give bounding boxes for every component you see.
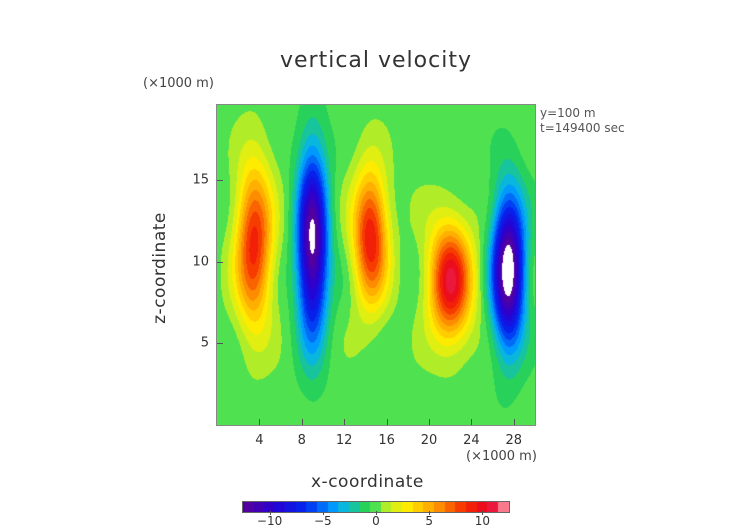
x-tick-label: 16 xyxy=(378,433,395,448)
colorbar xyxy=(243,502,509,512)
x-tick-mark xyxy=(429,419,430,425)
x-tick-mark xyxy=(513,419,515,425)
colorbar-tick-mark xyxy=(429,511,431,515)
x-tick-label: 20 xyxy=(420,433,438,448)
x-tick-mark xyxy=(471,419,473,425)
colorbar-tick-label: 0 xyxy=(372,514,380,528)
chart-title: vertical velocity xyxy=(279,48,472,73)
x-tick-mark xyxy=(301,419,303,425)
annotation-y: y=100 m xyxy=(540,106,596,120)
x-tick-mark xyxy=(259,419,261,425)
colorbar-tick-mark xyxy=(322,511,324,515)
colorbar-tick-label: −5 xyxy=(313,514,332,528)
colorbar-tick-mark xyxy=(482,511,484,515)
annotation-time: t=149400 sec xyxy=(540,121,625,135)
x-tick-label: 12 xyxy=(335,433,353,448)
colorbar-tick-label: −10 xyxy=(256,514,283,528)
colorbar-tick-mark xyxy=(269,511,271,515)
x-axis-label: x-coordinate xyxy=(311,472,424,492)
x-axis-unit: (×1000 m) xyxy=(466,449,537,464)
x-tick-mark xyxy=(386,419,388,425)
colorbar-tick-label: 10 xyxy=(474,514,491,528)
y-tick-label: 15 xyxy=(192,172,209,188)
y-tick-mark xyxy=(217,343,223,345)
y-tick-label: 5 xyxy=(200,335,209,351)
y-axis-unit: (×1000 m) xyxy=(143,76,214,91)
x-tick-label: 28 xyxy=(505,433,523,448)
plot-frame xyxy=(216,104,536,426)
y-axis-label: z-coordinate xyxy=(150,212,170,324)
colorbar-tick-mark xyxy=(376,511,377,515)
y-tick-mark xyxy=(217,180,223,182)
x-tick-label: 8 xyxy=(297,433,306,448)
velocity-contour-field xyxy=(217,105,535,425)
colorbar-tick-label: 5 xyxy=(425,514,434,528)
y-tick-mark xyxy=(217,261,223,263)
x-tick-label: 4 xyxy=(255,433,264,448)
x-tick-label: 24 xyxy=(463,433,480,448)
x-tick-mark xyxy=(344,419,346,425)
y-tick-label: 10 xyxy=(192,254,209,270)
